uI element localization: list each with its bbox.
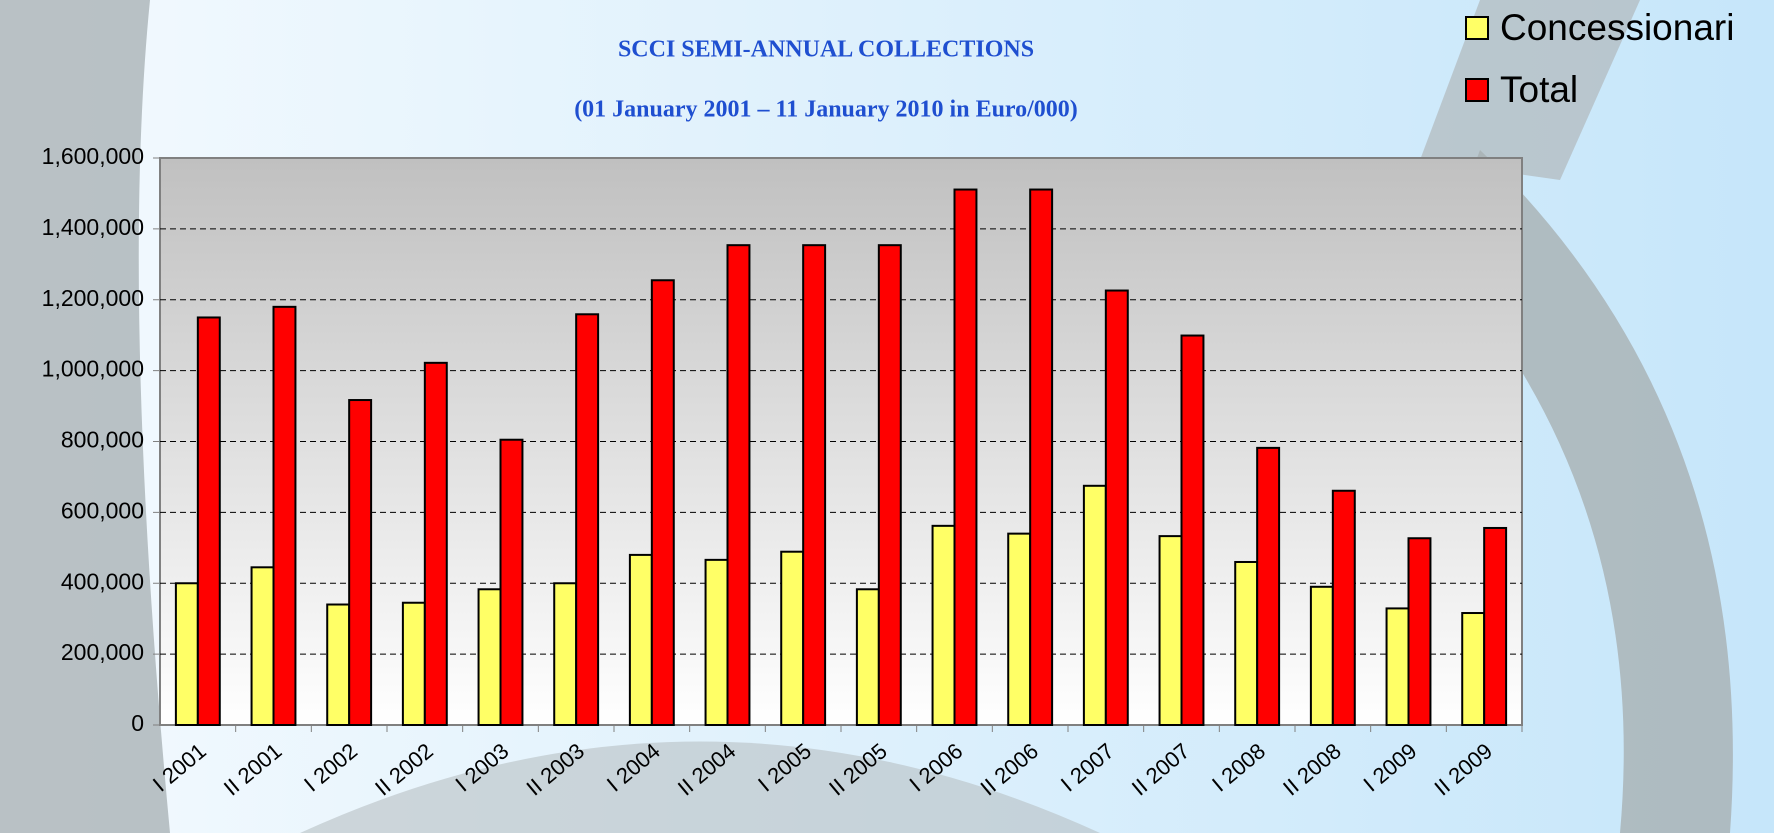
bar (955, 190, 977, 725)
y-tick-label: 1,600,000 (42, 143, 144, 169)
legend-swatch (1466, 79, 1488, 101)
bar (1484, 528, 1506, 725)
bar (501, 440, 523, 725)
y-tick-label: 200,000 (61, 639, 144, 665)
y-tick-label: 800,000 (61, 427, 144, 453)
bar (1160, 536, 1182, 725)
bar (1387, 608, 1409, 725)
bar (879, 245, 901, 725)
chart-subtitle: (01 January 2001 – 11 January 2010 in Eu… (574, 97, 1078, 123)
bar (479, 589, 501, 725)
bar (274, 307, 296, 725)
bar (554, 583, 576, 725)
bar (349, 400, 371, 725)
bar (933, 526, 955, 725)
bar (728, 245, 750, 725)
y-tick-label: 1,000,000 (42, 356, 144, 382)
bar (1257, 448, 1279, 725)
y-tick-label: 1,200,000 (42, 285, 144, 311)
chart: SCCI SEMI-ANNUAL COLLECTIONS (01 January… (0, 0, 1774, 833)
bar (1182, 336, 1204, 725)
bar (857, 589, 879, 725)
bar (425, 363, 447, 725)
bar (1409, 538, 1431, 725)
bar (1030, 190, 1052, 725)
bar (1333, 491, 1355, 725)
bar (1106, 291, 1128, 725)
bar (327, 605, 349, 725)
legend-label: Concessionari (1500, 7, 1734, 48)
bar (1008, 534, 1030, 725)
chart-title: SCCI SEMI-ANNUAL COLLECTIONS (618, 37, 1034, 63)
bar (252, 567, 274, 725)
bar (576, 314, 598, 725)
bar (803, 245, 825, 725)
bar (198, 317, 220, 725)
y-tick-label: 400,000 (61, 568, 144, 594)
bar (1311, 587, 1333, 725)
y-tick-label: 0 (131, 710, 144, 736)
legend-label: Total (1500, 69, 1578, 110)
bar (403, 603, 425, 725)
y-tick-label: 600,000 (61, 497, 144, 523)
bar (1462, 613, 1484, 725)
bar (630, 555, 652, 725)
bar (781, 552, 803, 725)
bar (1084, 486, 1106, 725)
y-tick-label: 1,400,000 (42, 214, 144, 240)
bar (1235, 562, 1257, 725)
bar (652, 280, 674, 725)
bar (176, 583, 198, 725)
legend-swatch (1466, 17, 1488, 39)
bar (706, 560, 728, 725)
